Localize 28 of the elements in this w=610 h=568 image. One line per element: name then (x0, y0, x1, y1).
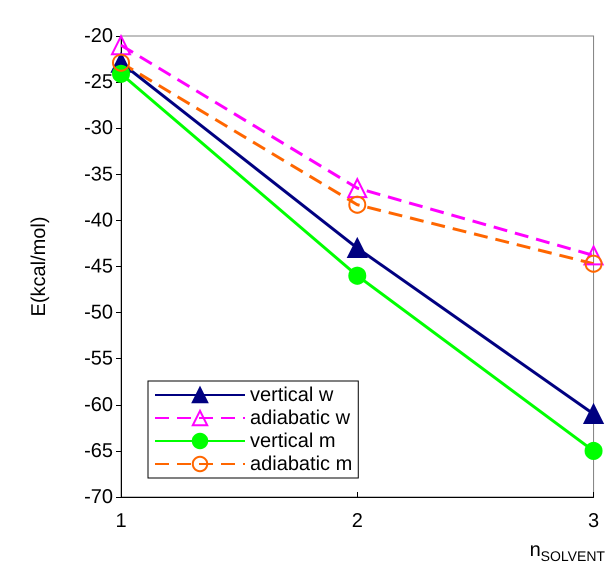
legend-label: adiabatic m (250, 453, 352, 475)
x-tick-label: 1 (115, 510, 127, 532)
y-axis-title: E(kcal/mol) (28, 216, 50, 317)
point (111, 35, 131, 56)
point (347, 178, 368, 198)
y-tick-label: -45 (84, 256, 113, 278)
y-tick-label: -20 (84, 25, 113, 47)
point (584, 404, 604, 424)
y-tick-label: -40 (84, 209, 113, 232)
x-tick-label: 2 (352, 510, 363, 532)
y-tick-label: -50 (84, 302, 113, 324)
legend-label: vertical w (250, 384, 334, 406)
point (348, 266, 366, 285)
y-tick-label: -55 (84, 348, 113, 370)
point (584, 442, 603, 460)
y-tick-label: -25 (84, 71, 113, 94)
point (347, 238, 368, 258)
x-tick-label: 3 (588, 510, 600, 532)
point (348, 196, 366, 214)
y-tick-label: -35 (84, 163, 113, 186)
y-tick-label: -60 (84, 394, 113, 416)
point (584, 245, 604, 266)
point (584, 254, 603, 273)
y-tick-label: -70 (84, 486, 113, 508)
y-tick-label: -65 (84, 440, 113, 462)
legend-label: adiabatic w (250, 407, 351, 429)
y-tick-label: -30 (84, 117, 113, 140)
legend-label: vertical m (250, 430, 336, 452)
